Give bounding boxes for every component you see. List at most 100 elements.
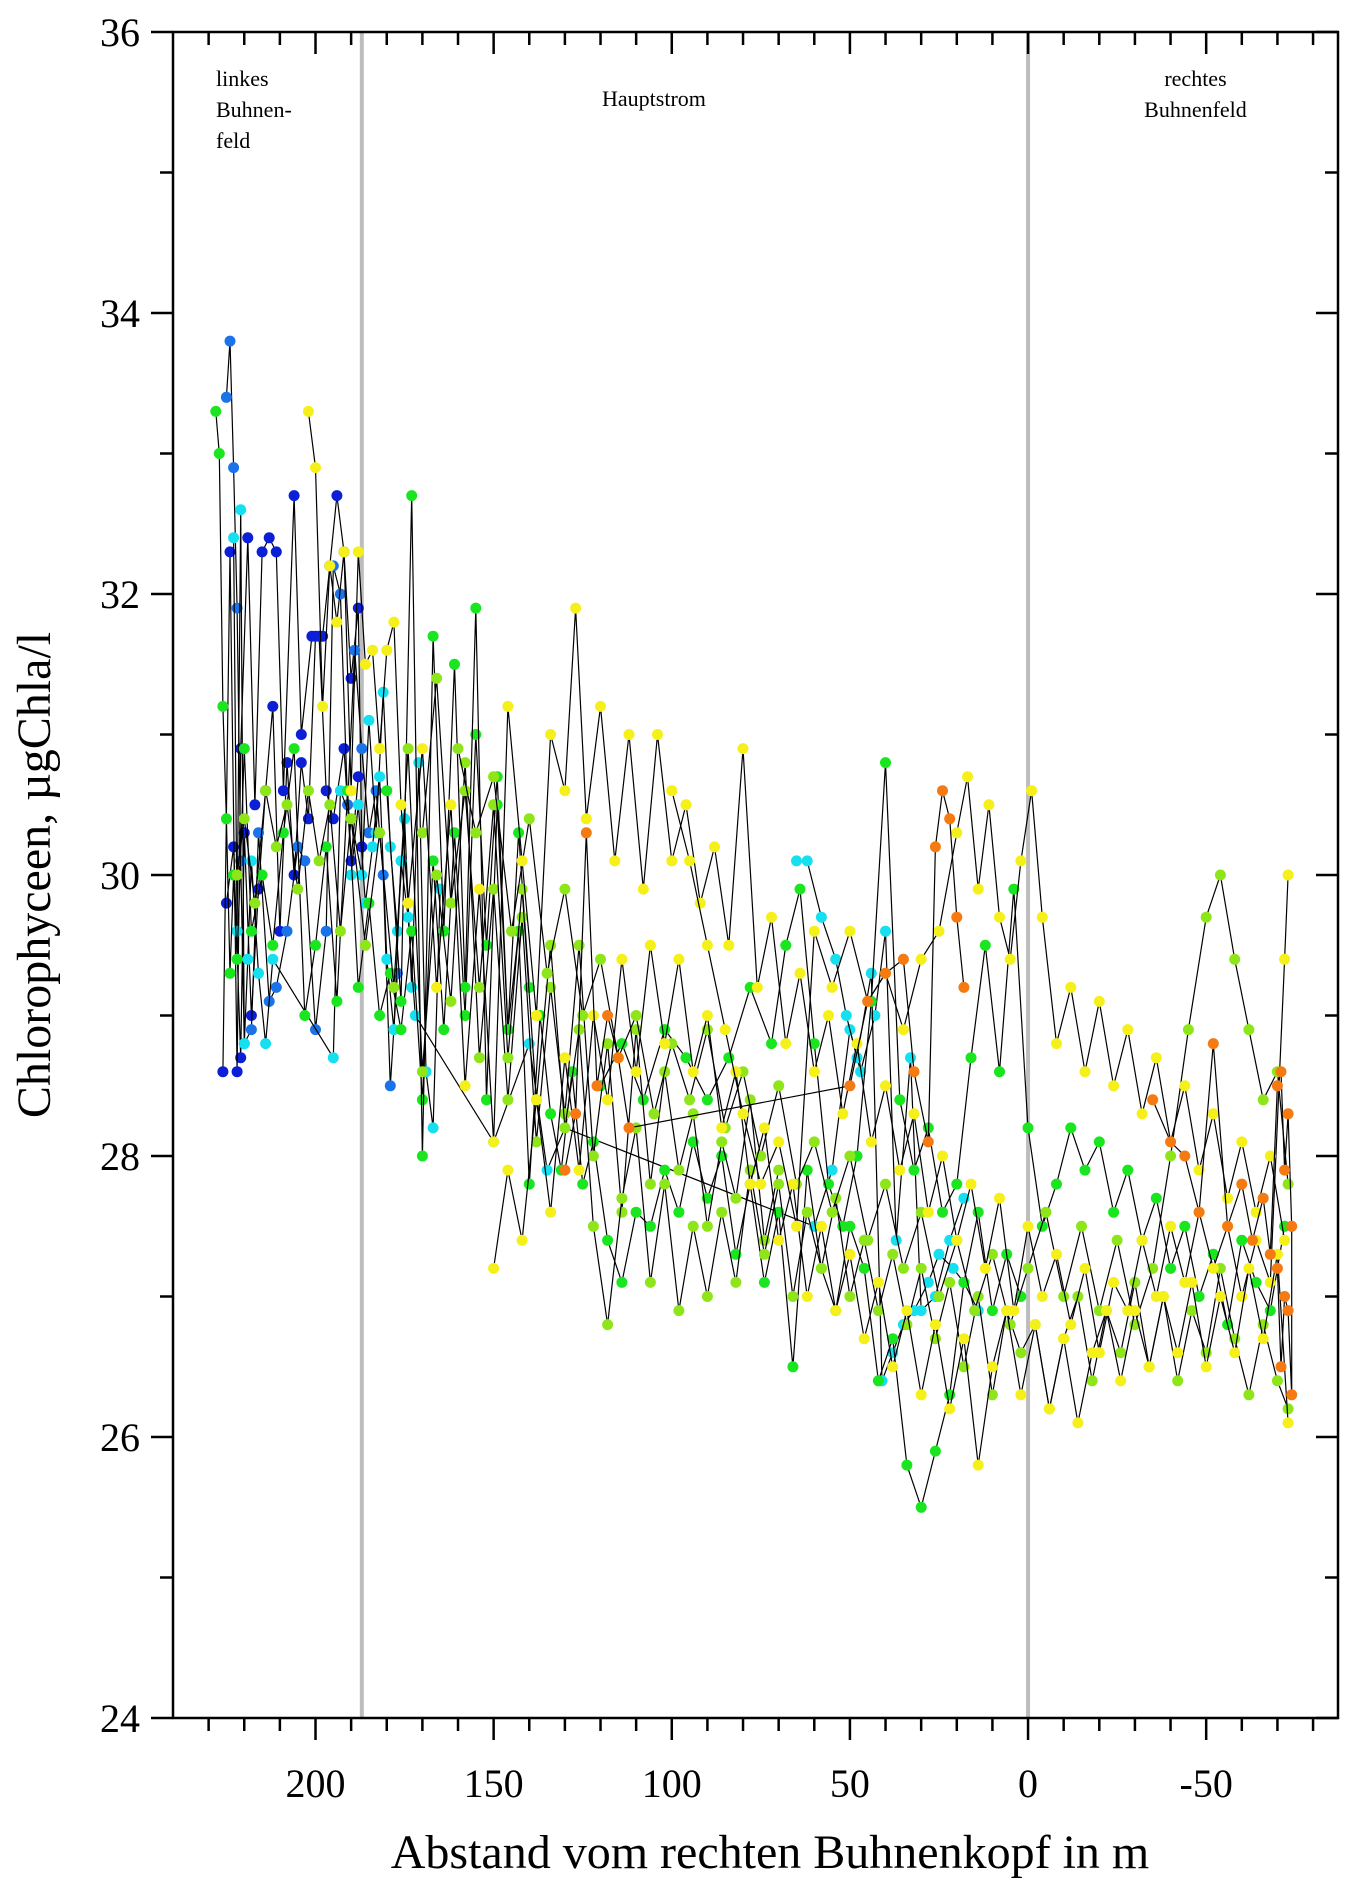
data-point bbox=[245, 1024, 257, 1036]
data-point bbox=[210, 405, 222, 417]
data-point bbox=[580, 813, 592, 825]
data-point bbox=[1004, 953, 1016, 965]
data-point bbox=[1236, 1136, 1248, 1148]
data-point bbox=[644, 1220, 656, 1232]
data-point bbox=[1275, 1066, 1287, 1078]
data-point bbox=[897, 1024, 909, 1036]
data-point bbox=[979, 939, 991, 951]
data-point bbox=[773, 1164, 785, 1176]
trace-line-14 bbox=[671, 776, 1286, 1241]
data-point bbox=[406, 981, 418, 993]
data-point bbox=[1043, 1403, 1055, 1415]
data-point bbox=[459, 1010, 471, 1021]
data-point bbox=[235, 504, 247, 516]
data-point bbox=[808, 1038, 820, 1050]
data-point bbox=[694, 897, 706, 909]
data-point bbox=[1275, 1361, 1287, 1373]
data-point bbox=[894, 1094, 906, 1106]
data-point bbox=[844, 1080, 856, 1092]
data-point bbox=[523, 813, 535, 825]
data-point bbox=[338, 743, 350, 755]
data-point bbox=[687, 1220, 699, 1232]
data-point bbox=[1129, 1276, 1141, 1288]
data-point bbox=[459, 757, 471, 769]
data-point bbox=[409, 1010, 421, 1021]
data-point bbox=[213, 448, 225, 459]
data-point bbox=[1065, 1319, 1077, 1331]
data-point bbox=[1026, 785, 1038, 797]
data-point bbox=[1172, 1375, 1184, 1387]
data-point bbox=[905, 1052, 916, 1064]
data-point bbox=[887, 1248, 899, 1260]
data-point bbox=[587, 1220, 599, 1232]
data-point bbox=[815, 1262, 827, 1274]
data-point bbox=[659, 1038, 671, 1050]
data-point bbox=[1193, 1291, 1205, 1302]
data-point bbox=[345, 869, 357, 881]
data-point bbox=[1058, 1333, 1070, 1345]
data-point bbox=[673, 1305, 685, 1317]
data-point bbox=[801, 1291, 813, 1302]
data-point bbox=[427, 855, 439, 867]
data-point bbox=[937, 1150, 948, 1162]
data-point bbox=[559, 1108, 571, 1120]
data-point bbox=[224, 335, 236, 347]
data-point bbox=[228, 532, 240, 544]
data-point bbox=[220, 813, 232, 825]
data-point bbox=[327, 1052, 339, 1064]
data-point bbox=[1172, 1347, 1184, 1359]
trace-line-5 bbox=[796, 860, 979, 1382]
data-point bbox=[559, 883, 571, 895]
data-point bbox=[951, 1234, 963, 1246]
data-point bbox=[416, 743, 428, 755]
data-point bbox=[270, 546, 282, 558]
data-point bbox=[1108, 1206, 1120, 1218]
data-point bbox=[352, 799, 364, 811]
data-point bbox=[887, 1333, 899, 1345]
data-point bbox=[659, 1024, 671, 1036]
data-point bbox=[1065, 981, 1077, 993]
data-point bbox=[951, 827, 963, 839]
data-point bbox=[595, 953, 606, 965]
data-point bbox=[1108, 1080, 1120, 1092]
data-point bbox=[758, 1248, 770, 1260]
data-point bbox=[452, 743, 464, 755]
data-point bbox=[644, 1178, 656, 1190]
trace-7 bbox=[381, 490, 1027, 1513]
y-tick-label: 30 bbox=[100, 853, 140, 898]
data-point bbox=[826, 1164, 838, 1176]
region-label-line: Hauptstrom bbox=[602, 86, 706, 111]
data-point bbox=[830, 953, 842, 965]
data-point bbox=[473, 883, 485, 895]
data-point bbox=[488, 883, 500, 895]
data-point bbox=[673, 1206, 685, 1218]
trace-line-12 bbox=[307, 411, 1289, 1353]
data-point bbox=[1165, 1220, 1177, 1232]
data-point bbox=[1236, 1234, 1248, 1246]
data-point bbox=[602, 1319, 614, 1331]
data-point bbox=[858, 1333, 870, 1345]
data-point bbox=[1079, 1066, 1091, 1078]
data-point bbox=[242, 532, 254, 544]
trace-9 bbox=[231, 743, 785, 1246]
data-point bbox=[709, 841, 720, 853]
data-point bbox=[388, 981, 400, 993]
data-point bbox=[1086, 1375, 1098, 1387]
data-point bbox=[256, 869, 268, 881]
data-point bbox=[1222, 1220, 1234, 1232]
data-point bbox=[1079, 1262, 1091, 1274]
data-point bbox=[1036, 1291, 1048, 1302]
data-point bbox=[1122, 1024, 1134, 1036]
data-point bbox=[1036, 911, 1048, 923]
data-point bbox=[880, 1080, 891, 1092]
data-point bbox=[844, 1291, 856, 1302]
data-point bbox=[516, 1234, 528, 1246]
data-point bbox=[388, 616, 400, 628]
data-point bbox=[773, 1178, 785, 1190]
data-point bbox=[587, 1150, 599, 1162]
data-point bbox=[470, 602, 482, 614]
data-point bbox=[865, 967, 877, 979]
data-point bbox=[865, 1136, 877, 1148]
data-point bbox=[270, 981, 282, 993]
data-point bbox=[334, 588, 346, 600]
